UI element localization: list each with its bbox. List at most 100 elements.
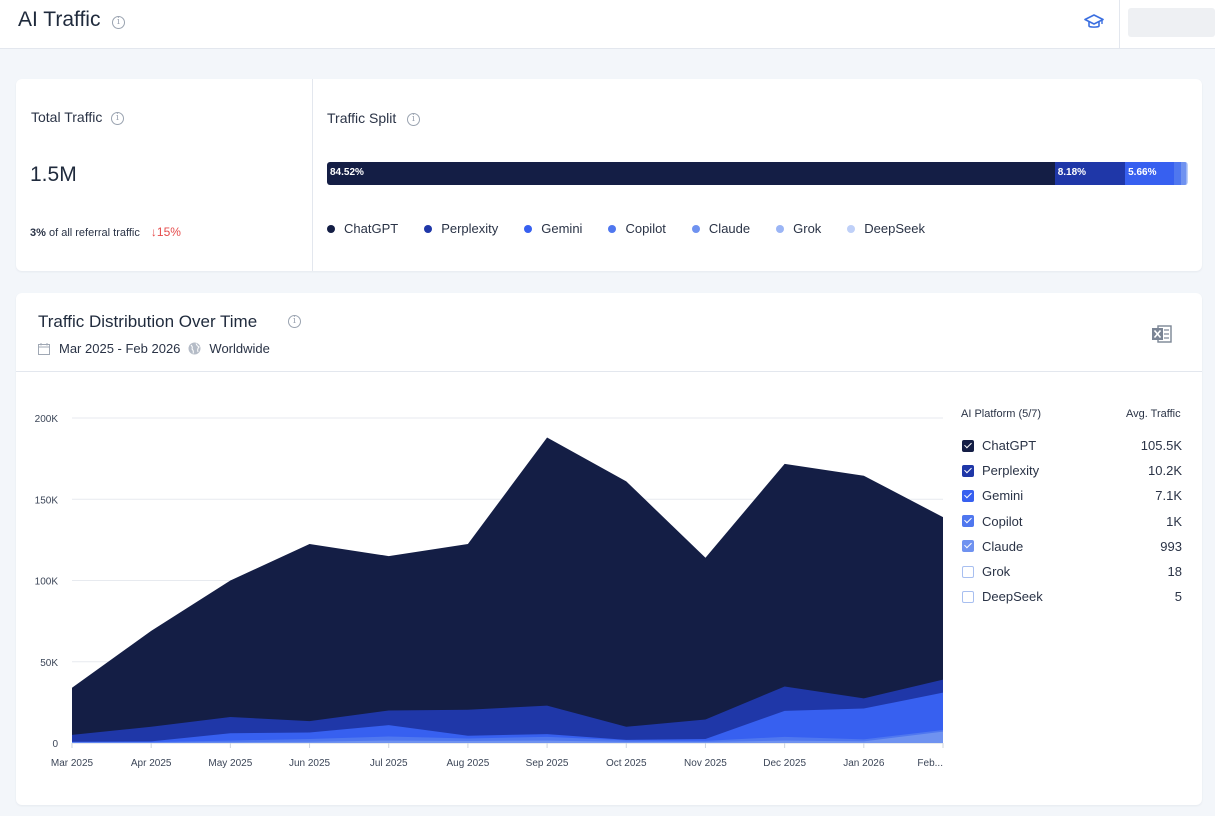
y-tick-label: 100K	[35, 577, 59, 588]
platform-checkbox[interactable]	[962, 565, 974, 578]
platform-avg-traffic: 18	[1167, 564, 1182, 580]
traffic-split-bar: 84.52% 8.18% 5.66%	[327, 162, 1188, 185]
platform-row-claude[interactable]: Claude 993	[962, 534, 1182, 559]
legend-dot	[424, 224, 433, 233]
platform-checkbox[interactable]	[962, 540, 974, 553]
split-segment-chatgpt[interactable]: 84.52%	[327, 162, 1055, 185]
split-segment-copilot[interactable]	[1173, 162, 1181, 185]
card-divider	[312, 79, 313, 271]
y-tick-label: 50K	[40, 658, 58, 669]
info-icon[interactable]: i	[288, 315, 301, 328]
platform-row-deepseek[interactable]: DeepSeek 5	[962, 584, 1182, 609]
x-tick-label: Nov 2025	[684, 758, 727, 769]
region[interactable]: Worldwide	[209, 341, 270, 356]
legend-item-claude[interactable]: Claude	[691, 221, 751, 236]
legend-label: Copilot	[625, 221, 666, 236]
legend-label: DeepSeek	[864, 221, 926, 236]
area-series-copilot[interactable]	[72, 730, 943, 743]
total-traffic-label: Total Traffic	[31, 109, 103, 125]
legend-dot	[608, 224, 617, 233]
area-series-claude[interactable]	[72, 731, 943, 743]
globe-icon	[188, 342, 201, 355]
x-tick-label: Mar 2025	[51, 758, 94, 769]
split-segment-label: 84.52%	[330, 167, 364, 178]
traffic-split-label: Traffic Split	[327, 110, 397, 126]
traffic-distribution-card: Traffic Distribution Over Time i Mar 202…	[16, 293, 1202, 805]
legend-item-copilot[interactable]: Copilot	[608, 221, 666, 236]
traffic-split-legend: ChatGPT Perplexity Gemini Copilot Claude Grok…	[327, 221, 951, 236]
top-bar: AI Traffic i	[0, 0, 1215, 49]
legend-item-chatgpt[interactable]: ChatGPT	[327, 221, 398, 236]
summary-card: Total Traffic i 1.5M 3% of all referral …	[16, 79, 1202, 271]
platform-checkbox[interactable]	[962, 590, 974, 603]
legend-dot	[524, 224, 533, 233]
platform-row-perplexity[interactable]: Perplexity 10.2K	[962, 458, 1182, 483]
platform-row-chatgpt[interactable]: ChatGPT 105.5K	[962, 433, 1182, 458]
x-tick-label: Jun 2025	[289, 758, 331, 769]
excel-export-icon[interactable]	[1151, 324, 1173, 344]
platform-row-gemini[interactable]: Gemini 7.1K	[962, 483, 1182, 508]
info-icon[interactable]: i	[407, 113, 420, 126]
platform-checkbox[interactable]	[962, 515, 974, 528]
area-series-perplexity[interactable]	[72, 679, 943, 743]
avg-traffic-header: Avg. Traffic	[1126, 408, 1181, 420]
platform-name: Claude	[982, 538, 1024, 554]
top-separator	[1119, 0, 1120, 49]
platform-avg-traffic: 7.1K	[1155, 488, 1182, 504]
platform-checkbox[interactable]	[962, 489, 974, 502]
platform-name: ChatGPT	[982, 438, 1037, 454]
legend-dot	[691, 224, 700, 233]
x-tick-label: Sep 2025	[526, 758, 569, 769]
legend-label: Perplexity	[441, 221, 499, 236]
platform-avg-traffic: 5	[1174, 589, 1182, 605]
platform-name: DeepSeek	[982, 589, 1043, 605]
split-segment-deepseek[interactable]	[1186, 162, 1188, 185]
area-series-chatgpt[interactable]	[72, 437, 943, 744]
info-icon[interactable]: i	[111, 112, 124, 125]
legend-dot	[847, 224, 856, 233]
x-tick-label: Dec 2025	[763, 758, 806, 769]
split-segment-label: 8.18%	[1057, 167, 1087, 178]
platform-name: Gemini	[982, 488, 1024, 504]
platform-name: Copilot	[982, 513, 1023, 529]
legend-label: Grok	[793, 221, 822, 236]
platform-avg-traffic: 1K	[1166, 513, 1182, 529]
platform-list: ChatGPT 105.5K Perplexity 10.2K Gemini 7.1K Co…	[962, 433, 1182, 609]
platform-name: Grok	[982, 564, 1011, 580]
x-tick-label: May 2025	[208, 758, 252, 769]
chart-title: Traffic Distribution Over Time	[38, 312, 258, 331]
x-tick-label: Jan 2026	[843, 758, 885, 769]
split-segment-perplexity[interactable]: 8.18%	[1054, 162, 1126, 185]
y-tick-label: 0	[52, 739, 58, 750]
graduation-cap-icon[interactable]	[1084, 12, 1104, 32]
platform-avg-traffic: 105.5K	[1140, 438, 1182, 454]
split-segment-label: 5.66%	[1128, 167, 1157, 178]
date-range[interactable]: Mar 2025 - Feb 2026	[59, 341, 181, 356]
legend-label: ChatGPT	[344, 221, 399, 236]
platform-row-copilot[interactable]: Copilot 1K	[962, 509, 1182, 534]
legend-dot	[327, 224, 335, 233]
split-segment-gemini[interactable]: 5.66%	[1125, 162, 1174, 185]
area-series-gemini[interactable]	[72, 692, 943, 743]
split-segment-grok[interactable]	[1185, 162, 1187, 185]
info-icon[interactable]: i	[112, 16, 125, 29]
referral-share: 3% of all referral traffic ↓15%	[30, 225, 181, 239]
y-tick-label: 200K	[35, 414, 59, 425]
total-traffic-value: 1.5M	[30, 163, 77, 186]
traffic-change: ↓15%	[150, 225, 181, 239]
platform-header: AI Platform (5/7)	[961, 408, 1042, 420]
chart-meta: Mar 2025 - Feb 2026 Worldwide	[38, 341, 270, 356]
x-tick-label: Feb...	[917, 758, 943, 769]
platform-checkbox[interactable]	[962, 464, 974, 477]
legend-item-deepseek[interactable]: DeepSeek	[847, 221, 925, 236]
legend-label: Claude	[708, 221, 751, 236]
platform-name: Perplexity	[982, 463, 1040, 479]
platform-checkbox[interactable]	[962, 439, 974, 452]
legend-item-grok[interactable]: Grok	[776, 221, 821, 236]
split-segment-claude[interactable]	[1180, 162, 1186, 185]
x-tick-label: Apr 2025	[131, 758, 172, 769]
referral-share-pct: 3%	[30, 227, 46, 239]
platform-row-grok[interactable]: Grok 18	[962, 559, 1182, 584]
legend-item-perplexity[interactable]: Perplexity	[424, 221, 498, 236]
legend-item-gemini[interactable]: Gemini	[524, 221, 582, 236]
